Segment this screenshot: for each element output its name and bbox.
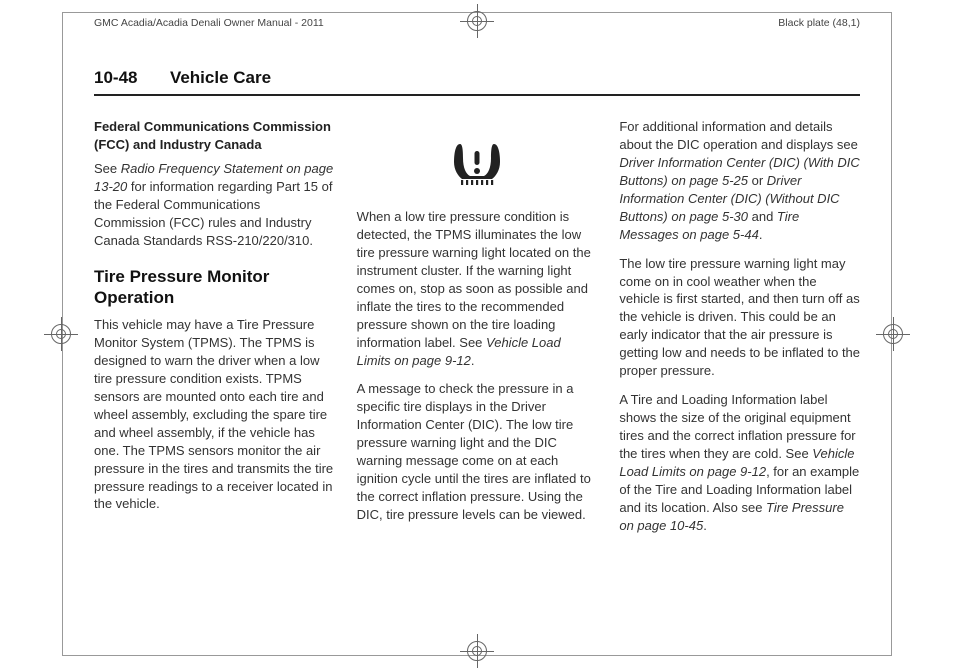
registration-mark-top [460,4,494,38]
print-meta-right: Black plate (48,1) [778,17,860,29]
column-2: When a low tire pressure condition is de… [357,118,598,546]
text: or [748,173,767,188]
xref-dic-with-buttons: Driver Information Center (DIC) (With DI… [619,155,859,188]
text: For additional information and details a… [619,119,858,152]
fcc-paragraph: See Radio Frequency Statement on page 13… [94,160,335,250]
registration-mark-right [876,317,910,351]
column-3: For additional information and details a… [619,118,860,546]
fcc-subhead: Federal Communications Commission (FCC) … [94,118,335,154]
cool-weather-paragraph: The low tire pressure warning light may … [619,255,860,381]
text: When a low tire pressure condition is de… [357,209,591,350]
dic-info-paragraph: For additional information and details a… [619,118,860,244]
tpms-heading: Tire Pressure Monitor Operation [94,266,335,309]
text: and [748,209,777,224]
dic-message-paragraph: A message to check the pressure in a spe… [357,380,598,524]
section-title: Vehicle Care [170,68,271,87]
text: . [759,227,763,242]
loading-label-paragraph: A Tire and Loading Information label sho… [619,391,860,535]
registration-mark-bottom [460,634,494,668]
column-1: Federal Communications Commission (FCC) … [94,118,335,546]
print-meta-left: GMC Acadia/Acadia Denali Owner Manual - … [94,17,324,29]
registration-mark-left [44,317,78,351]
text: for information regarding Part 15 of the… [94,179,332,248]
tpms-intro-paragraph: This vehicle may have a Tire Pressure Mo… [94,316,335,513]
text: See [94,161,121,176]
columns: Federal Communications Commission (FCC) … [94,118,860,546]
tpms-detect-paragraph: When a low tire pressure condition is de… [357,208,598,369]
page-number: 10-48 [94,68,137,87]
tpms-warning-icon [450,140,504,186]
text: . [703,518,707,533]
page-content: 10-48 Vehicle Care Federal Communication… [94,68,860,546]
text: . [471,353,475,368]
page-header: 10-48 Vehicle Care [94,68,860,96]
